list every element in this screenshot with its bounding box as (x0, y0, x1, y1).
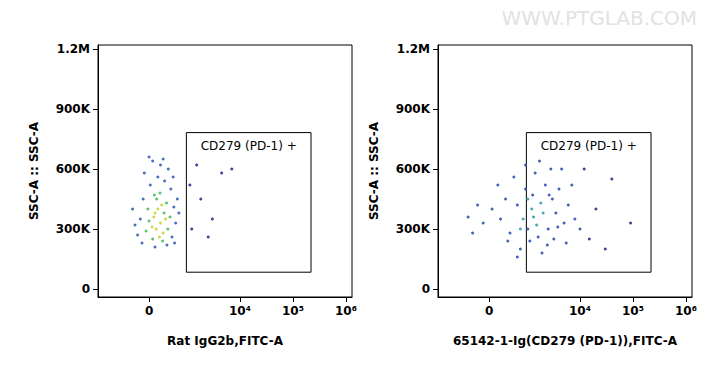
svg-text:CD279 (PD-1) +: CD279 (PD-1) + (541, 139, 637, 153)
svg-text:600K: 600K (56, 162, 91, 176)
svg-text:900K: 900K (396, 102, 431, 116)
svg-text:WWW.PTGLAB.COM: WWW.PTGLAB.COM (502, 6, 698, 30)
svg-text:CD279 (PD-1) +: CD279 (PD-1) + (201, 139, 297, 153)
svg-text:65142-1-Ig(CD279 (PD-1)),FITC-: 65142-1-Ig(CD279 (PD-1)),FITC-A (453, 334, 678, 348)
svg-text:1.2M: 1.2M (397, 42, 430, 56)
svg-text:0: 0 (485, 304, 493, 318)
svg-text:10⁶: 10⁶ (675, 304, 697, 318)
svg-text:300K: 300K (56, 222, 91, 236)
svg-text:600K: 600K (396, 162, 431, 176)
svg-text:1.2M: 1.2M (57, 42, 90, 56)
svg-text:0: 0 (82, 282, 90, 296)
svg-text:900K: 900K (56, 102, 91, 116)
svg-text:10⁵: 10⁵ (282, 304, 304, 318)
svg-text:300K: 300K (396, 222, 431, 236)
svg-text:SSC-A :: SSC-A: SSC-A :: SSC-A (27, 121, 41, 220)
svg-text:10⁵: 10⁵ (622, 304, 644, 318)
svg-text:10⁶: 10⁶ (335, 304, 357, 318)
svg-text:SSC-A :: SSC-A: SSC-A :: SSC-A (367, 121, 381, 220)
svg-text:10⁴: 10⁴ (229, 304, 251, 318)
svg-text:10⁴: 10⁴ (569, 304, 591, 318)
svg-text:0: 0 (145, 304, 153, 318)
svg-text:0: 0 (422, 282, 430, 296)
svg-text:Rat IgG2b,FITC-A: Rat IgG2b,FITC-A (167, 334, 284, 348)
